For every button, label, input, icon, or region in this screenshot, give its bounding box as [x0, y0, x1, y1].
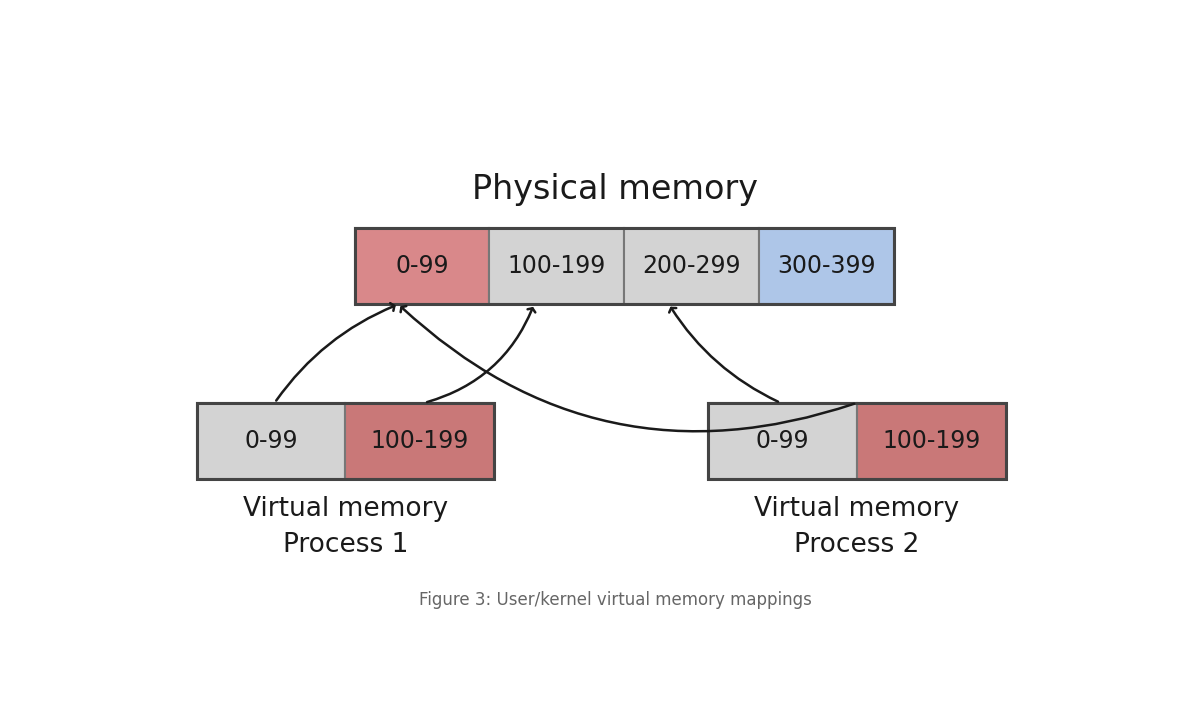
Bar — [857, 403, 1006, 479]
Bar — [490, 228, 624, 304]
Text: 200-299: 200-299 — [642, 254, 740, 278]
Text: 0-99: 0-99 — [395, 254, 449, 278]
Text: Physical memory: Physical memory — [472, 173, 758, 205]
Text: Figure 3: User/kernel virtual memory mappings: Figure 3: User/kernel virtual memory map… — [419, 591, 811, 609]
Bar — [624, 228, 760, 304]
Text: 100-199: 100-199 — [508, 254, 606, 278]
Bar — [355, 228, 894, 304]
Text: 300-399: 300-399 — [778, 254, 876, 278]
Bar — [346, 403, 494, 479]
Text: 100-199: 100-199 — [371, 429, 469, 453]
Bar — [197, 403, 346, 479]
Text: Virtual memory
Process 2: Virtual memory Process 2 — [755, 496, 959, 558]
Bar — [197, 403, 494, 479]
Text: 100-199: 100-199 — [882, 429, 980, 453]
Text: 0-99: 0-99 — [756, 429, 809, 453]
Bar — [708, 403, 857, 479]
Text: Virtual memory
Process 1: Virtual memory Process 1 — [242, 496, 448, 558]
Bar — [760, 228, 894, 304]
Bar — [355, 228, 490, 304]
Bar — [708, 403, 1006, 479]
Text: 0-99: 0-99 — [244, 429, 298, 453]
